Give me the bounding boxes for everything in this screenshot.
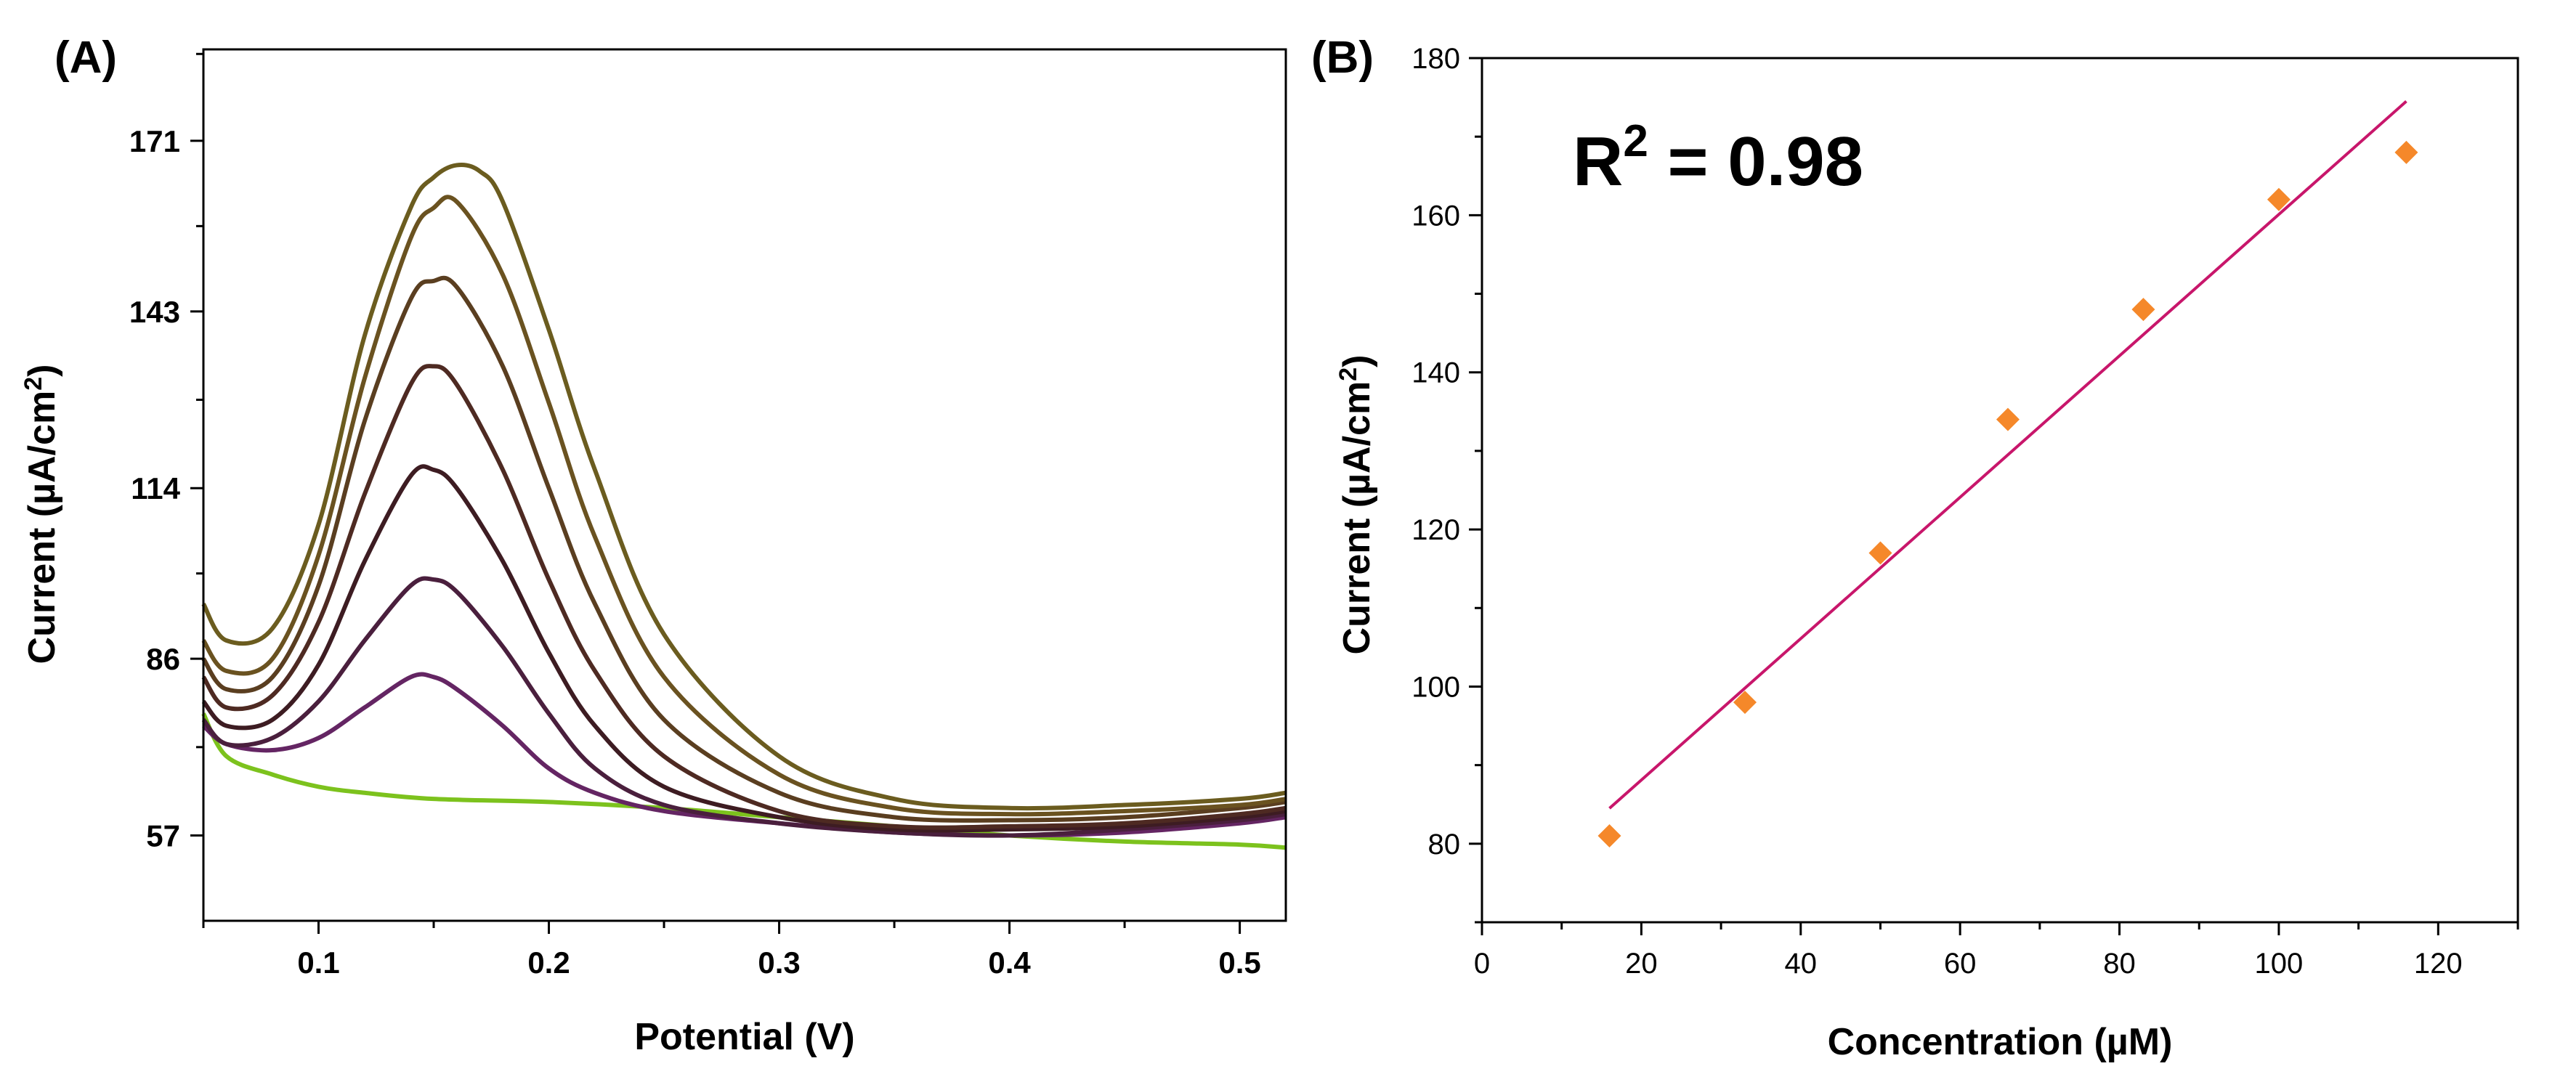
- data-point: [1996, 407, 2020, 431]
- y-tick-label: 100: [1411, 671, 1460, 703]
- series-line-c6: [201, 195, 1287, 817]
- series-line-blank: [201, 712, 1287, 850]
- x-tick-label: 20: [1625, 948, 1658, 980]
- r-squared-value: = 0.98: [1648, 123, 1863, 200]
- data-point: [2131, 298, 2155, 322]
- x-tick-label: 0.4: [988, 945, 1031, 980]
- x-tick-label: 40: [1785, 948, 1818, 980]
- x-tick-label: 0.5: [1218, 945, 1260, 980]
- r-squared-sup: 2: [1623, 116, 1648, 166]
- data-point: [1733, 691, 1757, 715]
- panel-a: (A) 0.1 0.2 0.3 0.4 0.5 57 86 114 143 171 Potent…: [20, 33, 1287, 1058]
- series-line-c5: [201, 275, 1287, 823]
- panel-b-y-axis-title-main: Current (µA/cm: [1336, 381, 1378, 655]
- panel-b: (B) 0 20 40 60 80 100 120 80 100 120 140 160 180 Co…: [1311, 33, 2519, 1063]
- data-point: [2267, 187, 2291, 211]
- y-tick-label: 57: [146, 819, 180, 853]
- panel-b-x-tick-labels: 0 20 40 60 80 100 120: [1474, 948, 2463, 980]
- panel-b-label: (B): [1311, 33, 1374, 83]
- data-point: [1597, 824, 1621, 847]
- panel-a-ticks: [190, 52, 1242, 934]
- panel-a-series: [201, 162, 1287, 850]
- panel-b-points: [1597, 140, 2418, 847]
- y-tick-label: 143: [129, 295, 180, 329]
- panel-a-y-axis-title-sup: 2: [20, 377, 47, 391]
- r-squared-annotation: R2 = 0.98: [1573, 116, 1863, 200]
- y-tick-label: 120: [1411, 514, 1460, 546]
- r-squared-base: R: [1573, 123, 1623, 200]
- y-tick-label: 171: [129, 124, 180, 158]
- panel-a-plot-frame: [202, 48, 1287, 922]
- series-line-c4: [201, 364, 1287, 830]
- x-tick-label: 0: [1474, 948, 1490, 980]
- y-tick-label: 80: [1428, 829, 1461, 861]
- panel-a-label: (A): [54, 33, 117, 83]
- panel-b-y-tick-labels: 80 100 120 140 160 180: [1411, 43, 1460, 861]
- x-tick-label: 0.2: [527, 945, 570, 980]
- panel-b-y-axis-title: Current (µA/cm2): [1334, 355, 1378, 655]
- series-line-c7: [201, 162, 1287, 811]
- y-tick-label: 86: [146, 642, 180, 676]
- panel-b-y-axis-title-sup: 2: [1334, 367, 1362, 381]
- panel-a-y-axis-title: Current (µA/cm2): [20, 365, 63, 664]
- panel-b-plot-frame: [1481, 57, 2519, 924]
- data-point: [2394, 140, 2418, 164]
- panel-b-y-axis-title-tail: ): [1336, 355, 1378, 367]
- panel-a-x-tick-labels: 0.1 0.2 0.3 0.4 0.5: [297, 945, 1260, 980]
- panel-b-fit-line: [1608, 100, 2407, 810]
- series-line-c3: [201, 464, 1287, 833]
- y-tick-label: 160: [1411, 200, 1460, 232]
- panel-a-y-tick-labels: 57 86 114 143 171: [129, 124, 181, 853]
- x-tick-label: 120: [2414, 948, 2463, 980]
- x-tick-label: 0.3: [758, 945, 800, 980]
- series-line-c2: [201, 576, 1287, 838]
- panel-b-x-axis-title: Concentration (µM): [1828, 1021, 2173, 1063]
- data-point: [1868, 541, 1892, 565]
- y-tick-label: 114: [131, 471, 180, 505]
- x-tick-label: 80: [2103, 948, 2136, 980]
- panel-b-ticks: [1469, 57, 2519, 935]
- panel-a-y-axis-title-tail: ): [21, 365, 63, 377]
- y-tick-label: 180: [1411, 43, 1460, 75]
- x-tick-label: 60: [1944, 948, 1977, 980]
- y-tick-label: 140: [1411, 357, 1460, 389]
- panel-a-y-axis-title-main: Current (µA/cm: [21, 391, 63, 664]
- x-tick-label: 100: [2255, 948, 2304, 980]
- x-tick-label: 0.1: [297, 945, 339, 980]
- panel-a-x-axis-title: Potential (V): [634, 1016, 854, 1058]
